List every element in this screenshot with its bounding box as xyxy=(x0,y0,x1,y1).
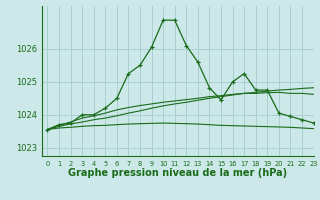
X-axis label: Graphe pression niveau de la mer (hPa): Graphe pression niveau de la mer (hPa) xyxy=(68,168,287,178)
